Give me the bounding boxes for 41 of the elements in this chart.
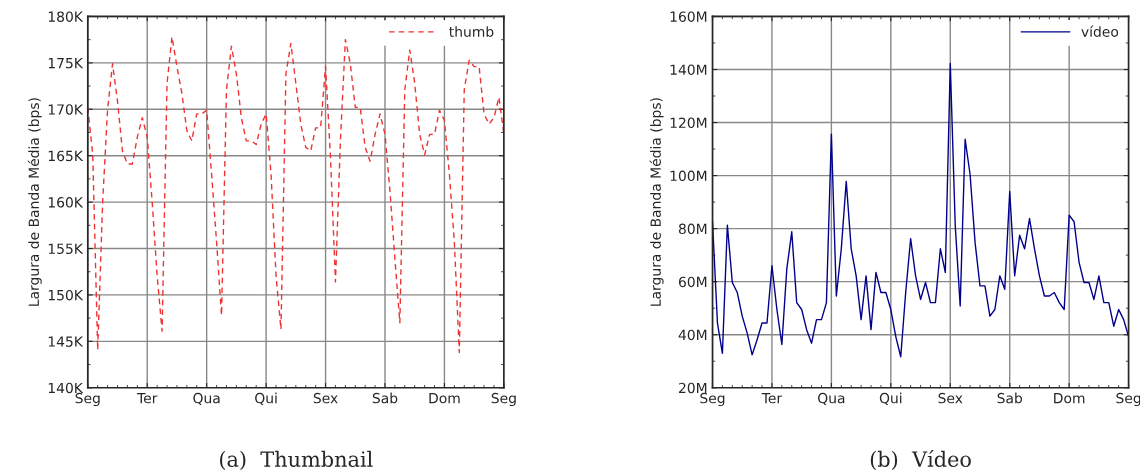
x-tick-label: Seg (491, 392, 516, 407)
y-tick-label: 155K (48, 243, 84, 254)
x-tick-label: Ter (136, 393, 158, 404)
x-tick-label: Ter (761, 393, 783, 404)
x-tick-label: Seg (700, 392, 725, 407)
y-tick-label: 150K (48, 289, 84, 301)
x-tick-label: Sab (372, 392, 398, 404)
y-tick-label: 160M (670, 11, 707, 22)
y-tick-label: 175K (48, 58, 84, 69)
x-tick-label: Dom (1054, 393, 1085, 404)
y-tick-label: 165K (48, 150, 84, 162)
y-tick-label: 20M (679, 382, 707, 394)
y-tick-label: 80M (678, 223, 707, 235)
y-tick-label: 180K (48, 11, 84, 22)
y-tick-label: 145K (48, 336, 84, 347)
y-tick-label: 100M (670, 170, 707, 182)
y-axis-title: Largura de Banda Média (bps) (27, 98, 42, 306)
x-tick-label: Qui (879, 392, 902, 405)
x-tick-label: Sex (938, 392, 963, 404)
y-tick-label: 140K (48, 382, 84, 394)
legend-label: vídeo (1081, 25, 1119, 37)
x-tick-label: Qui (255, 392, 277, 405)
y-tick-label: 140M (670, 64, 707, 75)
x-tick-label: Sex (313, 392, 338, 404)
y-tick-label: 60M (678, 276, 707, 288)
y-tick-label: 40M (678, 329, 707, 341)
text: (b) Vídeo (870, 450, 971, 470)
y-tick-label: 160K (48, 197, 84, 208)
y-axis-title: Largura de Banda Média (bps) (649, 98, 664, 306)
x-tick-label: Dom (429, 393, 460, 404)
line-series (712, 62, 1129, 358)
y-tick-label: 120M (670, 117, 707, 129)
x-tick-label: Qua (193, 392, 220, 405)
text: (a) Thumbnail (220, 450, 373, 470)
x-tick-label: Sab (997, 392, 1023, 404)
y-tick-label: 170K (48, 104, 84, 115)
line-series (87, 36, 504, 354)
x-tick-label: Seg (75, 392, 100, 407)
legend-label: thumb (449, 26, 494, 37)
x-tick-label: Qua (818, 392, 845, 405)
x-tick-label: Seg (1116, 392, 1140, 407)
